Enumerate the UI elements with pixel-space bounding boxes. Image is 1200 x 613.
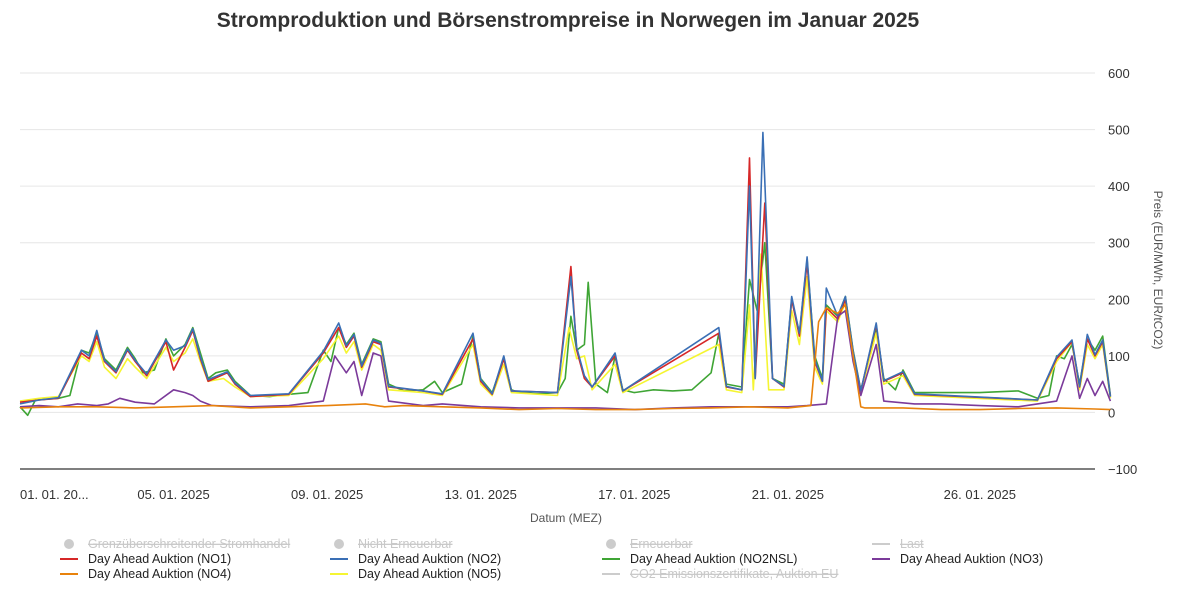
legend-label: Day Ahead Auktion (NO3)	[900, 552, 1043, 566]
x-tick-label: 01. 01. 20...	[20, 487, 89, 502]
x-tick-label: 09. 01. 2025	[291, 487, 363, 502]
legend-item[interactable]: Last	[872, 537, 924, 551]
legend-label: Day Ahead Auktion (NO4)	[88, 567, 231, 581]
y-tick-label: 100	[1108, 349, 1130, 364]
series-line	[19, 131, 1112, 405]
x-tick-label: 21. 01. 2025	[752, 487, 824, 502]
legend-item[interactable]: Erneuerbar	[606, 537, 693, 551]
legend-marker-dot	[606, 539, 616, 549]
y-axis-label: Preis (EUR/MWh, EUR/tCO2)	[1151, 191, 1165, 350]
y-tick-label: 400	[1108, 179, 1130, 194]
legend-item[interactable]: Day Ahead Auktion (NO3)	[872, 552, 1043, 566]
y-tick-label: 600	[1108, 66, 1130, 81]
legend-label: Day Ahead Auktion (NO2NSL)	[630, 552, 797, 566]
y-tick-label: −100	[1108, 462, 1137, 477]
legend-label: Erneuerbar	[630, 537, 693, 551]
series-line	[19, 304, 1111, 411]
series-line	[19, 309, 1112, 411]
y-tick-label: 300	[1108, 236, 1130, 251]
y-tick-label: 500	[1108, 123, 1130, 138]
x-axis-ticks: 01. 01. 20... 05. 01. 2025 09. 01. 2025 13.…	[20, 487, 1016, 502]
legend-label: Last	[900, 537, 924, 551]
legend-item[interactable]: Day Ahead Auktion (NO5)	[330, 567, 501, 581]
series-lines	[19, 131, 1112, 417]
chart-title: Stromproduktion und Börsenstrompreise in…	[217, 9, 920, 32]
legend-item[interactable]: Grenzüberschreitender Stromhandel	[64, 537, 290, 551]
legend: Grenzüberschreitender Stromhandel Nicht E…	[60, 537, 1043, 581]
legend-label: Day Ahead Auktion (NO5)	[358, 567, 501, 581]
legend-label: Day Ahead Auktion (NO2)	[358, 552, 501, 566]
x-tick-label: 26. 01. 2025	[944, 487, 1016, 502]
y-tick-label: 0	[1108, 405, 1115, 420]
legend-item[interactable]: Nicht Erneuerbar	[334, 537, 453, 551]
x-tick-label: 13. 01. 2025	[445, 487, 517, 502]
series-line	[19, 157, 1112, 403]
legend-item[interactable]: Day Ahead Auktion (NO2)	[330, 552, 501, 566]
legend-label: Grenzüberschreitender Stromhandel	[88, 537, 290, 551]
legend-label: Day Ahead Auktion (NO1)	[88, 552, 231, 566]
legend-item[interactable]: Day Ahead Auktion (NO1)	[60, 552, 231, 566]
legend-item[interactable]: Day Ahead Auktion (NO4)	[60, 567, 231, 581]
legend-marker-dot	[334, 539, 344, 549]
legend-item[interactable]: CO2 Emissionszertifikate, Auktion EU	[602, 567, 838, 581]
y-axis-ticks: −100 0 100 200 300 400 500 600	[1108, 66, 1137, 477]
x-axis-label: Datum (MEZ)	[530, 511, 602, 525]
legend-label: CO2 Emissionszertifikate, Auktion EU	[630, 567, 838, 581]
legend-label: Nicht Erneuerbar	[358, 537, 453, 551]
legend-marker-dot	[64, 539, 74, 549]
legend-item[interactable]: Day Ahead Auktion (NO2NSL)	[602, 552, 797, 566]
y-tick-label: 200	[1108, 292, 1130, 307]
x-tick-label: 05. 01. 2025	[137, 487, 209, 502]
x-tick-label: 17. 01. 2025	[598, 487, 670, 502]
